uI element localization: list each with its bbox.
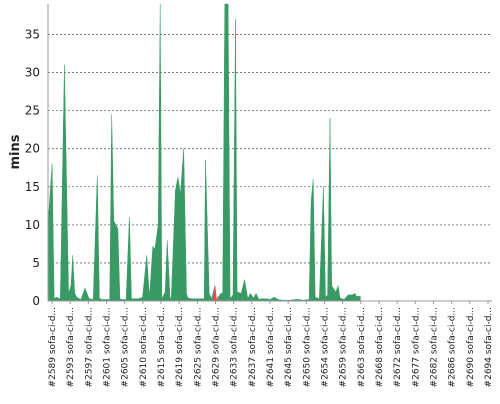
- y-tick-label-5: 5: [32, 256, 40, 270]
- y-tick-label-30: 30: [25, 66, 40, 80]
- x-tick-label: #2633 sofa-ci-d...: [230, 307, 240, 387]
- x-tick-label: #2682 sofa-ci-d...: [430, 307, 440, 387]
- x-tick-label: #2663 sofa-ci-d...: [357, 307, 367, 387]
- x-tick-label: #2690 sofa-ci-d...: [466, 307, 476, 387]
- x-tick-label: #2677 sofa-ci-d...: [411, 307, 421, 387]
- x-tick-label: #2637 sofa-ci-d...: [248, 307, 258, 387]
- x-tick-label: #2597 sofa-ci-d...: [84, 307, 94, 387]
- x-tick-label: #2672 sofa-ci-d...: [393, 307, 403, 387]
- x-tick-label: #2615 sofa-ci-d...: [157, 307, 167, 387]
- y-axis-label: mins: [8, 134, 23, 169]
- x-tick-label: #2629 sofa-ci-d...: [212, 307, 222, 387]
- x-tick-label: #2645 sofa-ci-d...: [284, 307, 294, 387]
- y-tick-labels: 0 5 10 15 20 25 30 35: [25, 27, 40, 308]
- x-tick-label: #2694 sofa-ci-d...: [484, 307, 494, 387]
- x-tick-labels: #2589 sofa-ci-d... #2593 sofa-ci-d... #259…: [48, 301, 494, 387]
- y-tick-label-10: 10: [25, 218, 40, 232]
- grid-lines: [48, 34, 492, 264]
- x-tick-label: #2589 sofa-ci-d...: [48, 307, 58, 387]
- y-tick-label-15: 15: [25, 180, 40, 194]
- x-tick-label: #2668 sofa-ci-d...: [375, 307, 385, 387]
- y-tick-label-0: 0: [32, 294, 40, 308]
- x-tick-label: #2641 sofa-ci-d...: [266, 307, 276, 387]
- x-tick-label: #2610 sofa-ci-d...: [139, 307, 149, 387]
- x-tick-label: #2619 sofa-ci-d...: [175, 307, 185, 387]
- x-tick-label: #2650 sofa-ci-d...: [302, 307, 312, 387]
- area-series-0: [47, 3, 361, 302]
- x-tick-label: #2686 sofa-ci-d...: [448, 307, 458, 387]
- y-tick-label-20: 20: [25, 142, 40, 156]
- y-tick-label-35: 35: [25, 27, 40, 41]
- x-tick-label: #2605 sofa-ci-d...: [121, 307, 131, 387]
- area-series: [47, 3, 361, 302]
- x-tick-label: #2625 sofa-ci-d...: [193, 307, 203, 387]
- x-tick-label: #2593 sofa-ci-d...: [66, 307, 76, 387]
- y-tick-label-25: 25: [25, 104, 40, 118]
- area-series-1: [213, 285, 219, 302]
- x-tick-label: #2601 sofa-ci-d...: [103, 307, 113, 387]
- x-tick-label: #2654 sofa-ci-d...: [321, 307, 331, 387]
- x-tick-label: #2659 sofa-ci-d...: [339, 307, 349, 387]
